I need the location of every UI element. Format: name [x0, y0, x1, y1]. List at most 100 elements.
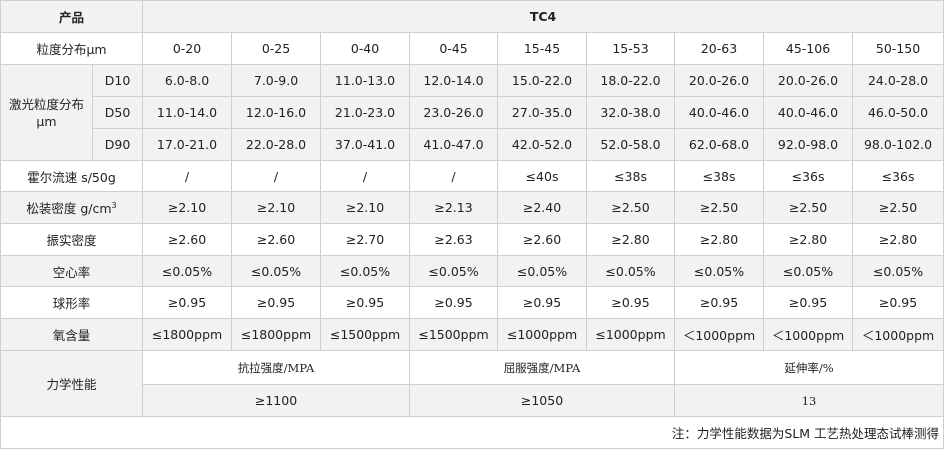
- data-cell: ≤36s: [763, 160, 854, 192]
- yield-value: ≥1050: [409, 384, 676, 417]
- tap-density-row: 振实密度 ≥2.60 ≥2.60 ≥2.70 ≥2.63 ≥2.60 ≥2.80…: [0, 223, 944, 256]
- data-cell: ≥2.50: [586, 191, 676, 224]
- prop-label: 振实密度: [0, 223, 144, 256]
- data-cell: ≥2.80: [852, 223, 944, 256]
- note-text: 注：力学性能数据为SLM 工艺热处理态试棒测得: [0, 416, 944, 449]
- data-cell: ≤36s: [852, 160, 944, 192]
- data-cell: ≥2.60: [142, 223, 233, 256]
- laser-row-d10: 激光粒度分布 μm D10 6.0-8.0 7.0-9.0 11.0-13.0 1…: [0, 64, 944, 161]
- laser-row-d90: D90 17.0-21.0 22.0-28.0 37.0-41.0 41.0-4…: [1, 128, 944, 161]
- data-cell: ≤1500ppm: [409, 318, 499, 351]
- laser-label-line2: μm: [36, 113, 57, 129]
- prop-label-sup: 3: [111, 200, 117, 210]
- range-cell: 0-20: [142, 32, 233, 65]
- data-cell: ＜1000ppm: [763, 318, 854, 351]
- data-cell: ≥2.80: [674, 223, 765, 256]
- data-cell: 46.0-50.0: [852, 96, 944, 129]
- data-cell: 98.0-102.0: [852, 128, 944, 161]
- sphericity-row: 球形率 ≥0.95 ≥0.95 ≥0.95 ≥0.95 ≥0.95 ≥0.95 …: [0, 286, 944, 319]
- data-cell: 7.0-9.0: [231, 64, 322, 97]
- data-cell: ≥2.60: [231, 223, 322, 256]
- data-cell: 6.0-8.0: [142, 64, 233, 97]
- data-cell: ≤1800ppm: [231, 318, 322, 351]
- data-cell: 32.0-38.0: [586, 96, 676, 129]
- product-label: 产品: [0, 0, 144, 33]
- elongation-header: 延伸率/%: [674, 350, 944, 385]
- data-cell: 37.0-41.0: [320, 128, 411, 161]
- data-cell: ≥2.80: [763, 223, 854, 256]
- data-cell: 21.0-23.0: [320, 96, 411, 129]
- data-cell: ≥2.70: [320, 223, 411, 256]
- tensile-value: ≥1100: [142, 384, 411, 417]
- data-cell: ≥0.95: [852, 286, 944, 319]
- data-cell: ≥2.63: [409, 223, 499, 256]
- data-cell: ≥0.95: [409, 286, 499, 319]
- yield-header: 屈服强度/MPA: [409, 350, 676, 385]
- tensile-header: 抗拉强度/MPA: [142, 350, 411, 385]
- data-cell: ≥0.95: [586, 286, 676, 319]
- data-cell: ＜1000ppm: [852, 318, 944, 351]
- data-cell: ≤1000ppm: [586, 318, 676, 351]
- data-cell: ≥2.10: [320, 191, 411, 224]
- data-cell: 12.0-14.0: [409, 64, 499, 97]
- data-cell: ≥2.50: [674, 191, 765, 224]
- prop-label: 空心率: [0, 255, 144, 287]
- data-cell: ≤0.05%: [674, 255, 765, 287]
- range-row: 粒度分布μm 0-20 0-25 0-40 0-45 15-45 15-53 2…: [0, 32, 944, 65]
- data-cell: 40.0-46.0: [763, 96, 854, 129]
- data-cell: ≥0.95: [497, 286, 588, 319]
- data-cell: 27.0-35.0: [497, 96, 588, 129]
- data-cell: ≤0.05%: [586, 255, 676, 287]
- data-cell: ≤0.05%: [320, 255, 411, 287]
- data-cell: ≤0.05%: [763, 255, 854, 287]
- data-cell: 23.0-26.0: [409, 96, 499, 129]
- range-cell: 0-25: [231, 32, 322, 65]
- data-cell: ≤0.05%: [409, 255, 499, 287]
- data-cell: 24.0-28.0: [852, 64, 944, 97]
- laser-row-name: D10: [91, 64, 144, 97]
- hollow-rate-row: 空心率 ≤0.05% ≤0.05% ≤0.05% ≤0.05% ≤0.05% ≤…: [0, 255, 944, 287]
- data-cell: ≥2.80: [586, 223, 676, 256]
- range-cell: 50-150: [852, 32, 944, 65]
- elongation-value: 13: [674, 384, 944, 417]
- range-cell: 45-106: [763, 32, 854, 65]
- data-cell: ≥2.10: [142, 191, 233, 224]
- range-cell: 0-45: [409, 32, 499, 65]
- data-cell: ≤0.05%: [497, 255, 588, 287]
- range-cell: 0-40: [320, 32, 411, 65]
- laser-label: 激光粒度分布 μm: [0, 64, 93, 161]
- data-cell: ≥2.40: [497, 191, 588, 224]
- product-value: TC4: [142, 0, 944, 33]
- data-cell: 12.0-16.0: [231, 96, 322, 129]
- data-cell: ≤0.05%: [852, 255, 944, 287]
- prop-label: 球形率: [0, 286, 144, 319]
- data-cell: ≥2.50: [852, 191, 944, 224]
- range-cell: 15-45: [497, 32, 588, 65]
- data-cell: 22.0-28.0: [231, 128, 322, 161]
- data-cell: ≥2.10: [231, 191, 322, 224]
- data-cell: ≤40s: [497, 160, 588, 192]
- range-cell: 15-53: [586, 32, 676, 65]
- data-cell: ≤1000ppm: [497, 318, 588, 351]
- laser-label-line1: 激光粒度分布: [8, 96, 84, 112]
- apparent-density-row: 松装密度 g/cm3 ≥2.10 ≥2.10 ≥2.10 ≥2.13 ≥2.40…: [0, 191, 944, 224]
- data-cell: 92.0-98.0: [763, 128, 854, 161]
- data-cell: 20.0-26.0: [763, 64, 854, 97]
- note-row: 注：力学性能数据为SLM 工艺热处理态试棒测得: [0, 416, 944, 449]
- data-cell: ≥2.60: [497, 223, 588, 256]
- laser-row-name: D90: [91, 128, 144, 161]
- mechanical-value-row: ≥1100 ≥1050 13: [1, 384, 944, 417]
- data-cell: 17.0-21.0: [142, 128, 233, 161]
- data-cell: 15.0-22.0: [497, 64, 588, 97]
- data-cell: ≥0.95: [674, 286, 765, 319]
- data-cell: /: [231, 160, 322, 192]
- data-cell: 20.0-26.0: [674, 64, 765, 97]
- data-cell: ≤0.05%: [142, 255, 233, 287]
- product-row: 产品 TC4: [0, 0, 944, 33]
- data-cell: 62.0-68.0: [674, 128, 765, 161]
- prop-label-main: 松装密度 g/cm: [26, 201, 112, 216]
- data-cell: ≤38s: [586, 160, 676, 192]
- data-cell: 52.0-58.0: [586, 128, 676, 161]
- prop-label: 松装密度 g/cm3: [0, 191, 144, 224]
